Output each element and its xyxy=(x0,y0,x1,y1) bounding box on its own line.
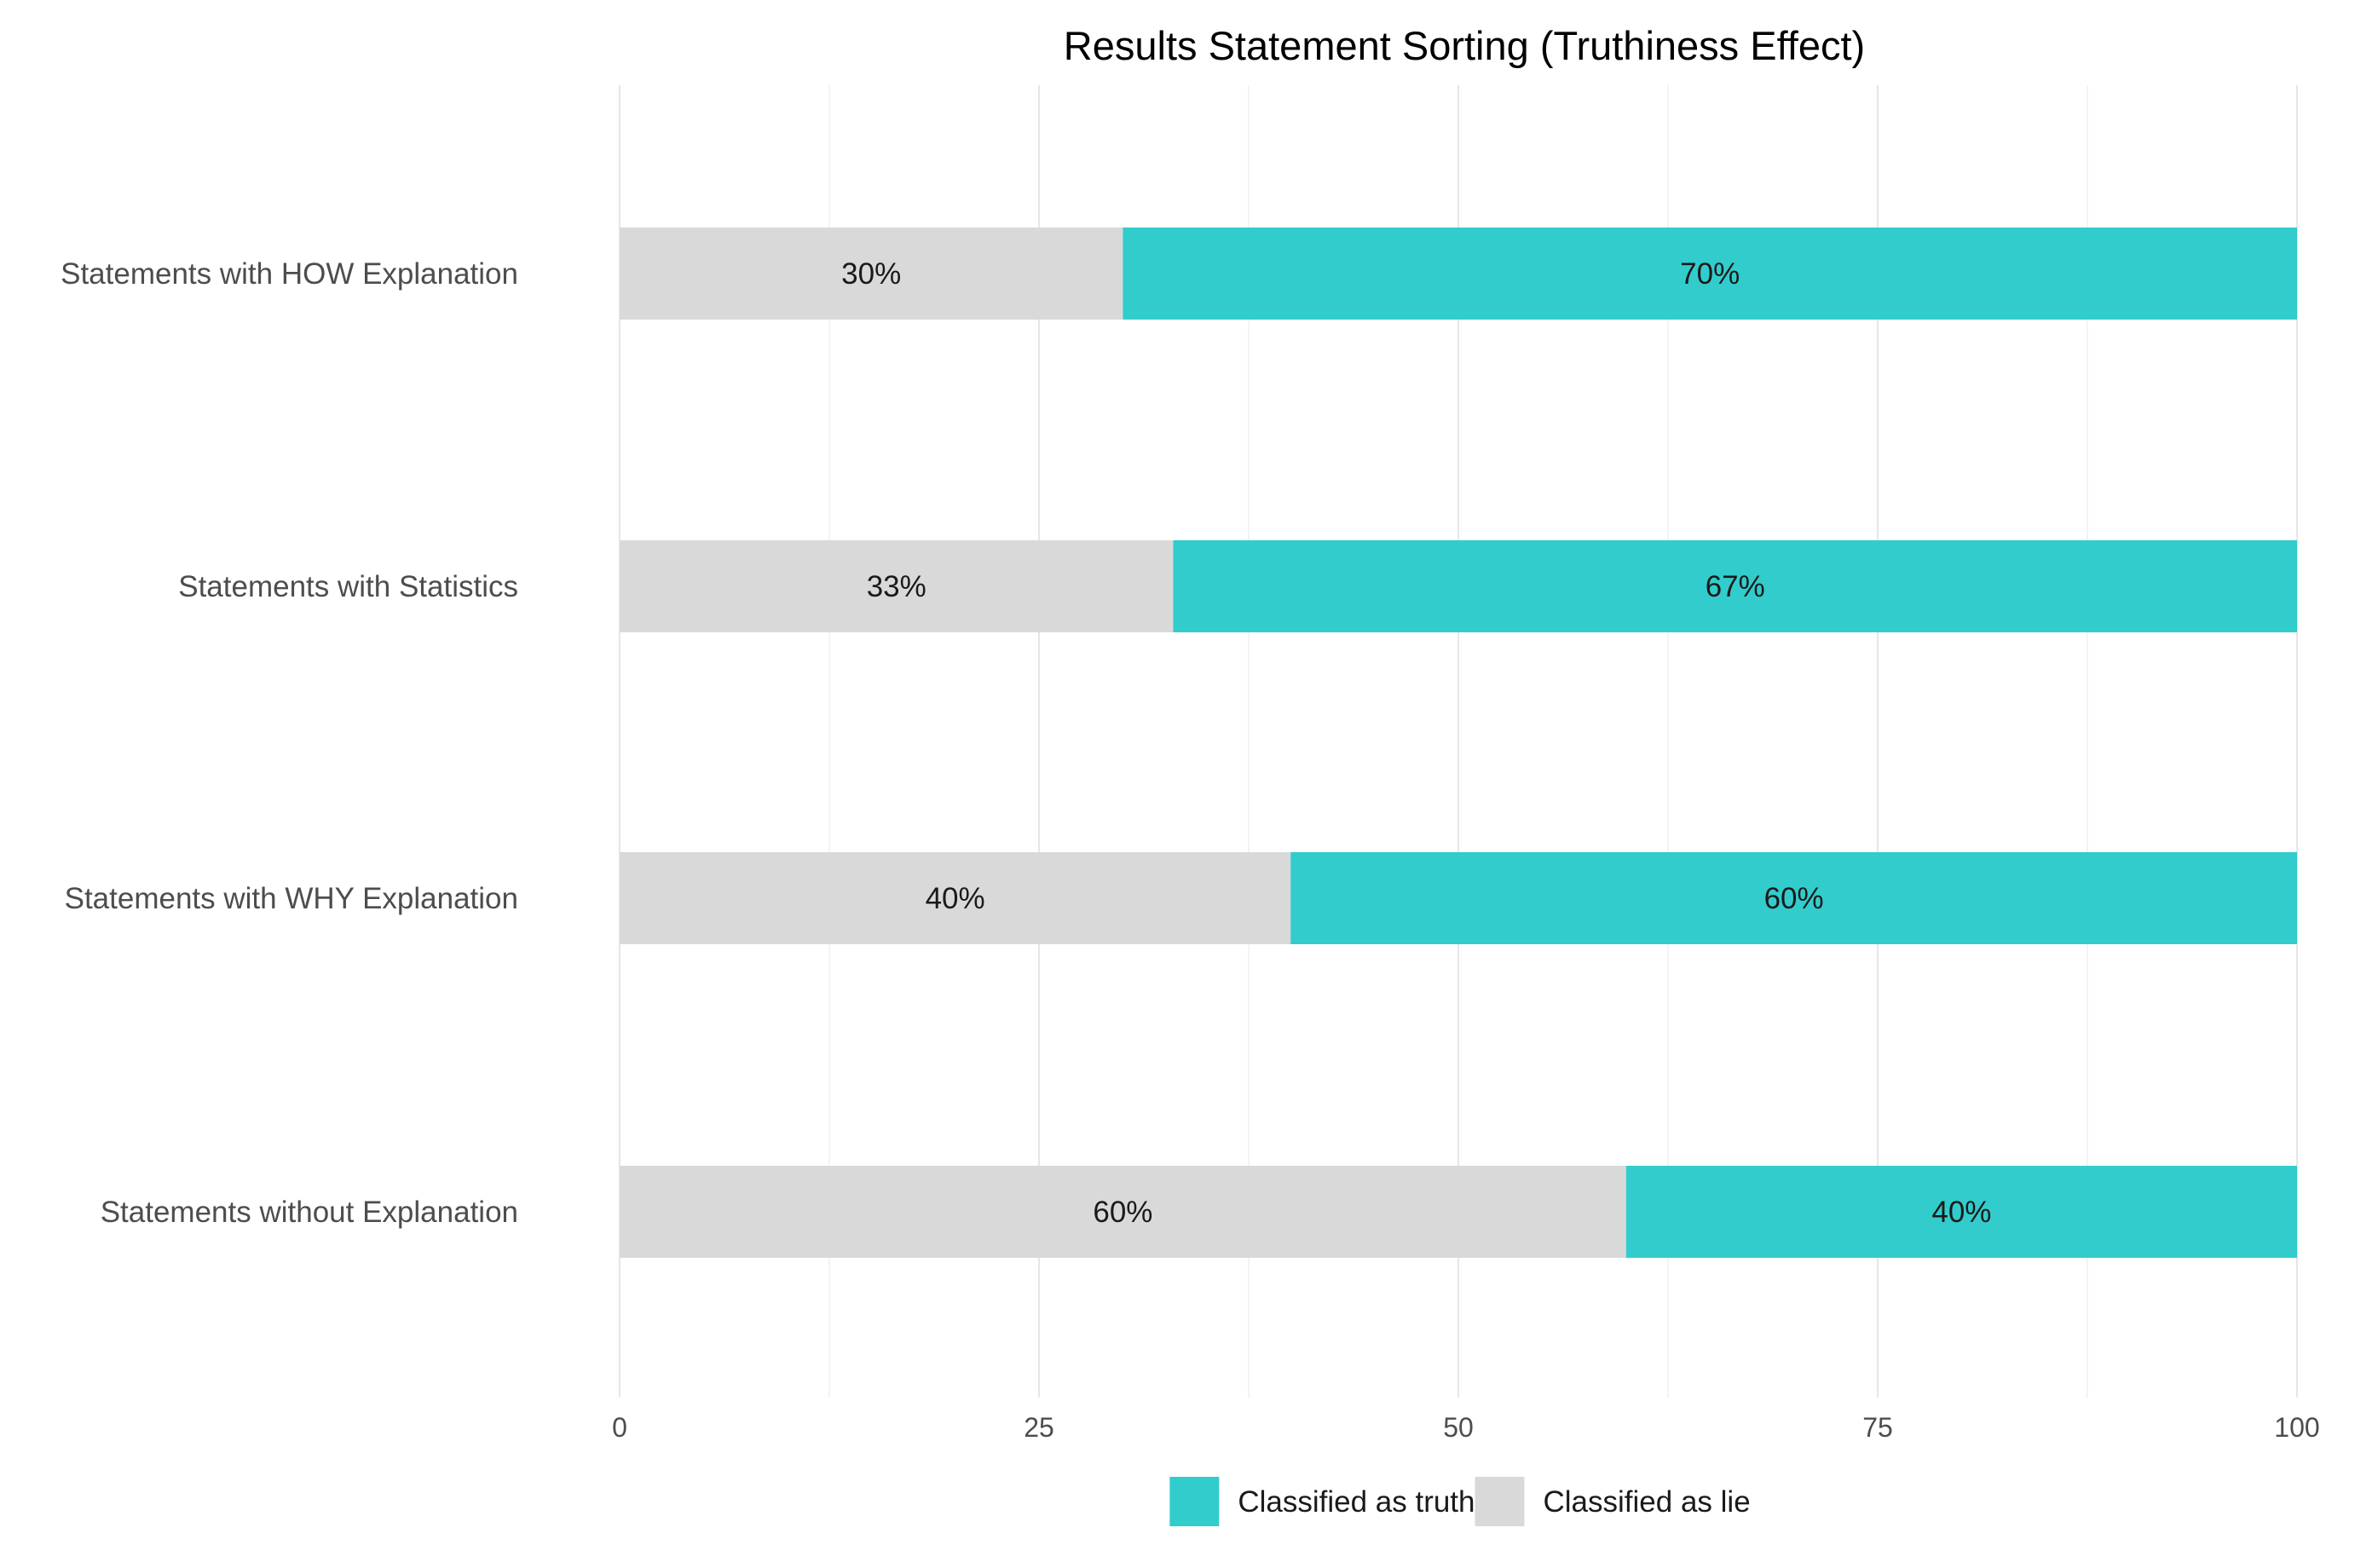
data-label: 40% xyxy=(1931,1196,1991,1229)
x-axis: 0 25 50 75 100 xyxy=(612,1412,2320,1443)
bar-segment-truth xyxy=(1173,540,2297,632)
legend-swatch-truth xyxy=(1169,1477,1220,1526)
x-tick-label: 100 xyxy=(2274,1412,2319,1443)
x-tick-label: 75 xyxy=(1862,1412,1893,1443)
bar-segment-truth xyxy=(1290,852,2297,944)
labels-layer: 30% 70% 33% 67% 40% 60% 60% 40% xyxy=(841,257,1991,1229)
category-label: Statements with HOW Explanation xyxy=(61,257,518,291)
category-label: Statements without Explanation xyxy=(101,1196,518,1229)
legend: Classified as truth Classified as lie xyxy=(1169,1477,1751,1526)
y-axis-category-labels: Statements with HOW Explanation Statement… xyxy=(61,257,518,1229)
category-label: Statements with WHY Explanation xyxy=(65,882,518,915)
bar-segment-lie xyxy=(620,1166,1626,1258)
legend-label: Classified as lie xyxy=(1544,1485,1751,1519)
chart-title: Results Statement Sorting (Truthiness Ef… xyxy=(1064,23,1865,68)
data-label: 60% xyxy=(1764,882,1824,915)
legend-swatch-lie xyxy=(1475,1477,1525,1526)
bar-segment-truth xyxy=(1625,1166,2297,1258)
bars-layer xyxy=(620,228,2297,1258)
data-label: 33% xyxy=(867,570,926,603)
bar-segment-lie xyxy=(620,852,1291,944)
category-label: Statements with Statistics xyxy=(178,570,518,603)
data-label: 40% xyxy=(926,882,985,915)
data-label: 60% xyxy=(1093,1196,1152,1229)
x-tick-label: 50 xyxy=(1443,1412,1474,1443)
bar-segment-truth xyxy=(1123,228,2297,320)
bar-segment-lie xyxy=(620,540,1174,632)
data-label: 30% xyxy=(841,257,901,291)
data-label: 70% xyxy=(1680,257,1740,291)
x-tick-label: 25 xyxy=(1024,1412,1054,1443)
data-label: 67% xyxy=(1706,570,1765,603)
legend-label: Classified as truth xyxy=(1238,1485,1475,1519)
x-tick-label: 0 xyxy=(612,1412,627,1443)
bar-segment-lie xyxy=(620,228,1123,320)
